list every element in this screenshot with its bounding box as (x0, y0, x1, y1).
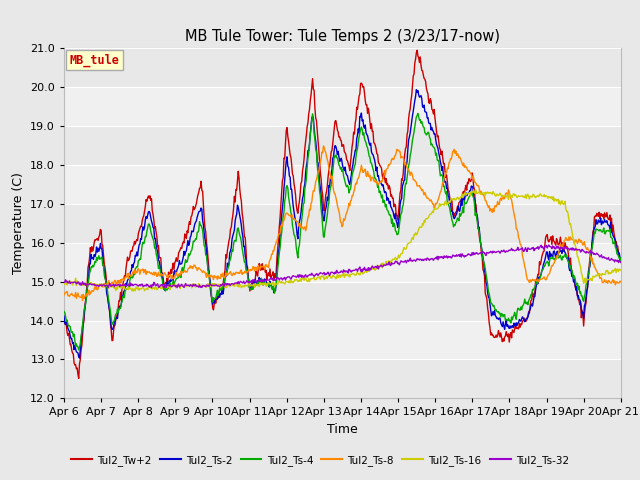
Tul2_Ts-8 (70, 292, 78, 298)
Tul2_Ts-16 (411, 232, 419, 238)
Bar (64, 87, 621, 126)
Tul2_Ts-4 (414, 110, 422, 116)
Tul2_Tw+2 (185, 222, 193, 228)
Tul2_Ts-16 (470, 187, 477, 192)
Line: Tul2_Ts-2: Tul2_Ts-2 (64, 90, 621, 358)
Tul2_Ts-8 (412, 179, 419, 184)
Tul2_Ts-16 (428, 211, 435, 217)
Tul2_Ts-2 (76, 355, 83, 361)
Tul2_Ts-2 (411, 97, 419, 103)
Line: Tul2_Ts-32: Tul2_Ts-32 (64, 245, 621, 288)
Tul2_Ts-2 (413, 87, 420, 93)
Tul2_Ts-8 (617, 279, 625, 285)
Tul2_Ts-32 (160, 285, 168, 290)
Tul2_Ts-2 (60, 313, 68, 319)
Tul2_Ts-32 (70, 279, 78, 285)
Tul2_Ts-2 (128, 262, 136, 267)
Tul2_Ts-4 (428, 141, 436, 147)
Line: Tul2_Ts-8: Tul2_Ts-8 (64, 146, 621, 300)
Tul2_Ts-16 (60, 281, 68, 287)
Bar (64, 321, 621, 360)
Tul2_Ts-32 (411, 257, 419, 263)
Line: Tul2_Ts-16: Tul2_Ts-16 (64, 190, 621, 291)
Tul2_Ts-8 (428, 199, 436, 204)
Tul2_Ts-32 (185, 283, 193, 288)
Bar (64, 165, 621, 204)
Tul2_Tw+2 (60, 316, 68, 322)
Legend: Tul2_Tw+2, Tul2_Ts-2, Tul2_Ts-4, Tul2_Ts-8, Tul2_Ts-16, Tul2_Ts-32: Tul2_Tw+2, Tul2_Ts-2, Tul2_Ts-4, Tul2_Ts… (67, 451, 573, 470)
Tul2_Ts-4 (75, 347, 83, 353)
Tul2_Ts-4 (60, 309, 68, 314)
Bar (64, 204, 621, 243)
Tul2_Ts-32 (617, 260, 625, 265)
Tul2_Ts-32 (127, 282, 135, 288)
Tul2_Tw+2 (70, 360, 78, 366)
Line: Tul2_Tw+2: Tul2_Tw+2 (64, 50, 621, 378)
Tul2_Ts-8 (79, 298, 86, 303)
Tul2_Ts-2 (70, 347, 78, 352)
Tul2_Ts-4 (214, 292, 222, 298)
Tul2_Ts-32 (60, 279, 68, 285)
Bar (64, 360, 621, 398)
Title: MB Tule Tower: Tule Temps 2 (3/23/17-now): MB Tule Tower: Tule Temps 2 (3/23/17-now… (185, 29, 500, 44)
X-axis label: Time: Time (327, 423, 358, 436)
Y-axis label: Temperature (C): Temperature (C) (12, 172, 25, 274)
Tul2_Tw+2 (617, 259, 625, 265)
Tul2_Ts-4 (128, 275, 136, 281)
Tul2_Tw+2 (75, 375, 83, 381)
Tul2_Ts-16 (127, 287, 135, 292)
Tul2_Tw+2 (214, 295, 222, 301)
Tul2_Tw+2 (411, 60, 419, 66)
Bar (64, 282, 621, 321)
Tul2_Ts-16 (214, 283, 222, 288)
Bar (64, 126, 621, 165)
Tul2_Tw+2 (428, 107, 436, 112)
Tul2_Ts-8 (214, 273, 222, 279)
Tul2_Ts-4 (185, 251, 193, 257)
Bar (64, 48, 621, 87)
Tul2_Ts-16 (185, 282, 193, 288)
Tul2_Ts-8 (185, 265, 193, 271)
Text: MB_tule: MB_tule (70, 53, 120, 67)
Tul2_Ts-2 (428, 124, 436, 130)
Tul2_Ts-32 (214, 283, 222, 289)
Tul2_Ts-16 (617, 267, 625, 273)
Tul2_Ts-2 (617, 258, 625, 264)
Tul2_Tw+2 (413, 48, 421, 53)
Tul2_Tw+2 (128, 248, 136, 254)
Tul2_Ts-2 (214, 294, 222, 300)
Tul2_Ts-16 (130, 288, 138, 294)
Tul2_Ts-8 (128, 271, 136, 277)
Tul2_Ts-32 (428, 256, 435, 262)
Tul2_Ts-2 (185, 242, 193, 248)
Tul2_Ts-4 (617, 258, 625, 264)
Tul2_Ts-8 (319, 143, 327, 149)
Bar (64, 243, 621, 282)
Tul2_Ts-16 (70, 279, 78, 285)
Tul2_Ts-8 (60, 292, 68, 298)
Tul2_Ts-4 (70, 331, 78, 337)
Tul2_Ts-32 (545, 242, 552, 248)
Line: Tul2_Ts-4: Tul2_Ts-4 (64, 113, 621, 350)
Tul2_Ts-4 (411, 123, 419, 129)
